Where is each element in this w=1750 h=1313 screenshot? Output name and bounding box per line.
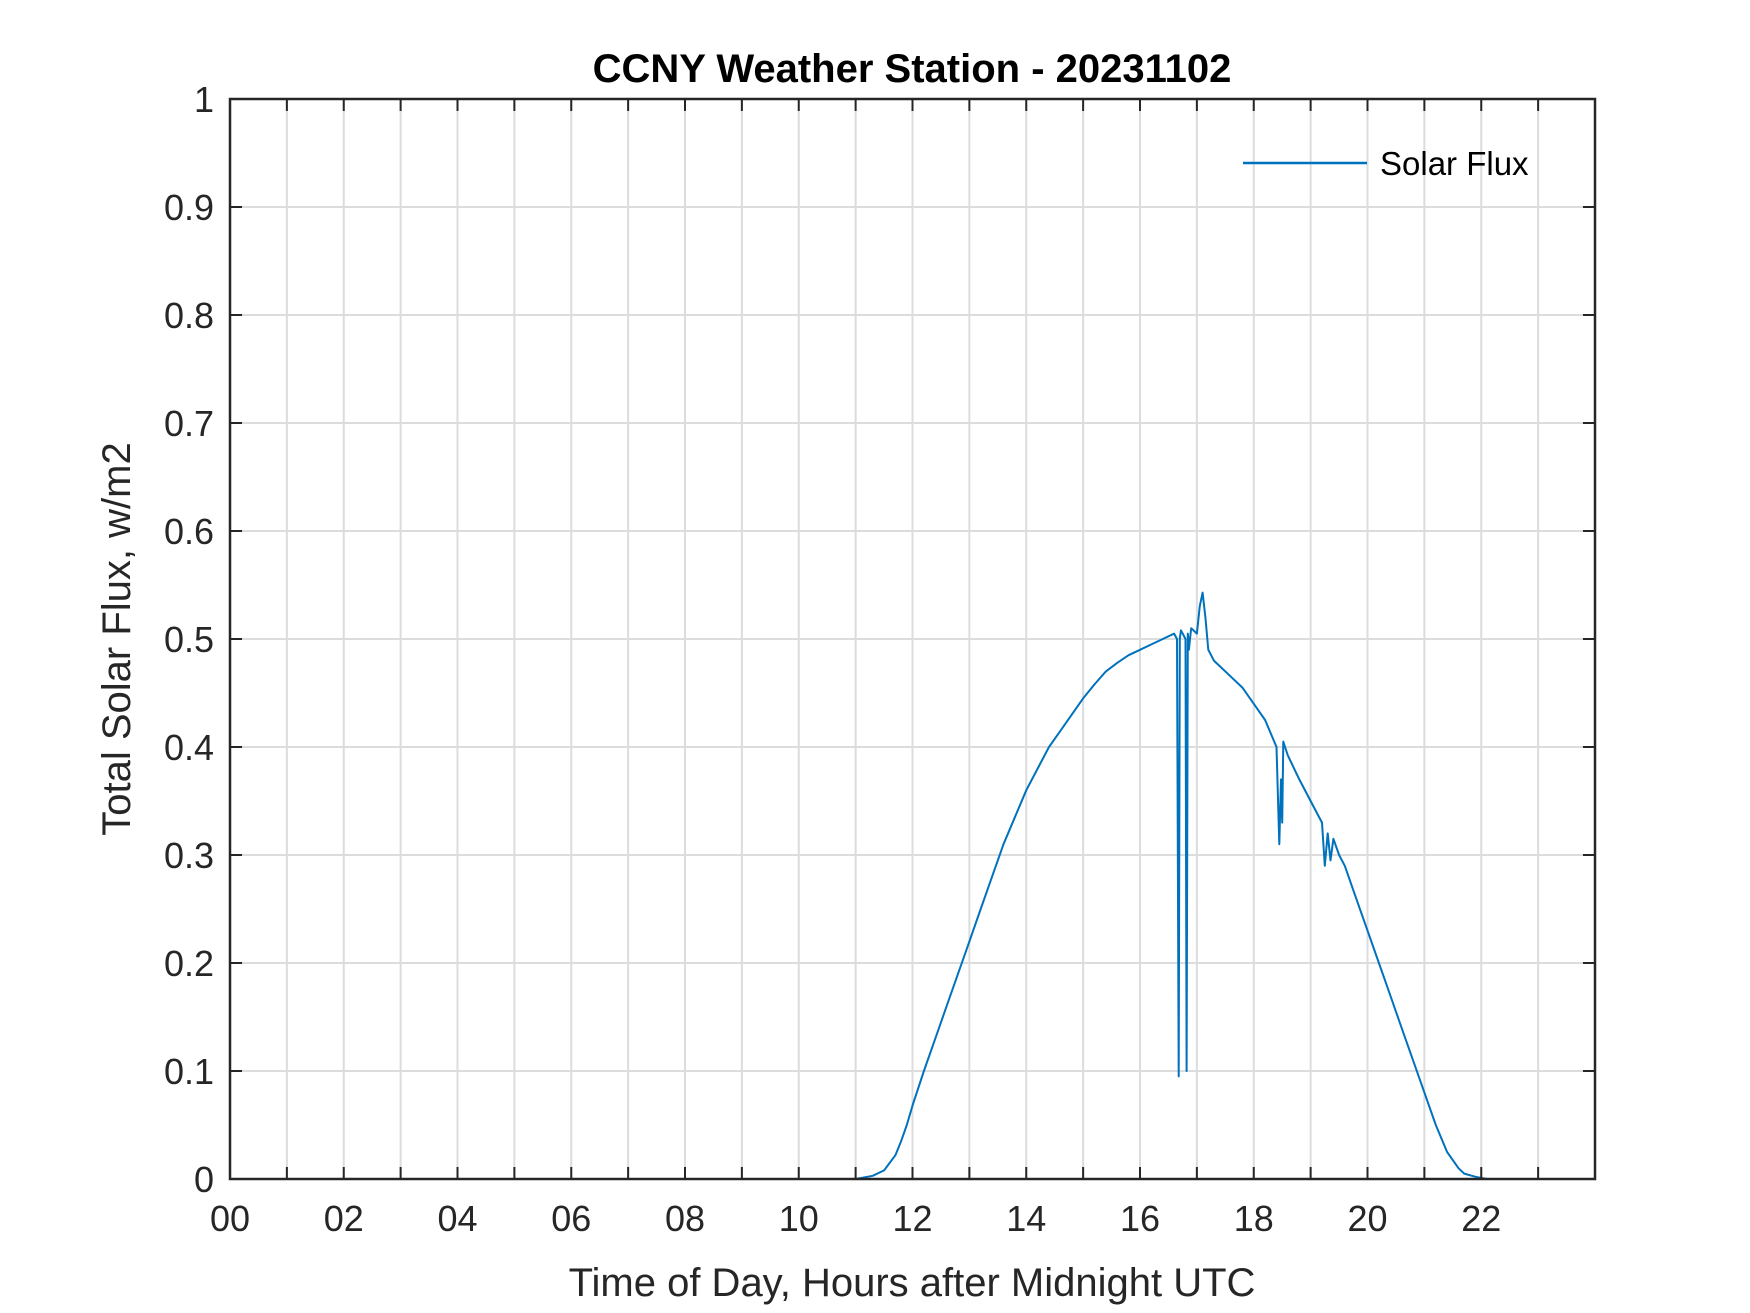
y-axis-label: Total Solar Flux, w/m2 — [95, 442, 139, 835]
x-tick-label: 22 — [1461, 1198, 1501, 1239]
x-tick-label: 12 — [892, 1198, 932, 1239]
y-tick-label: 0.6 — [164, 511, 214, 552]
y-tick-label: 0.2 — [164, 943, 214, 984]
x-tick-label: 10 — [779, 1198, 819, 1239]
y-tick-label: 0.8 — [164, 295, 214, 336]
y-tick-label: 0.5 — [164, 619, 214, 660]
x-tick-label: 00 — [210, 1198, 250, 1239]
x-tick-label: 20 — [1347, 1198, 1387, 1239]
series-line-solar-flux — [230, 591, 1595, 1180]
x-tick-label: 18 — [1234, 1198, 1274, 1239]
tick-marks — [230, 98, 1595, 1180]
legend-label-solar-flux: Solar Flux — [1380, 145, 1529, 182]
y-tick-label: 0.9 — [164, 187, 214, 228]
x-axis-label: Time of Day, Hours after Midnight UTC — [569, 1261, 1256, 1305]
y-tick-labels: 0 0.1 0.2 0.3 0.4 0.5 0.6 0.7 0.8 0.9 1 — [164, 79, 214, 1200]
x-tick-label: 02 — [324, 1198, 364, 1239]
y-tick-label: 0.4 — [164, 727, 214, 768]
y-tick-label: 0.3 — [164, 835, 214, 876]
series-layer — [230, 591, 1595, 1180]
y-tick-label: 0.1 — [164, 1051, 214, 1092]
y-tick-label: 0 — [194, 1159, 214, 1200]
legend: Solar Flux — [1243, 145, 1529, 182]
x-tick-label: 06 — [551, 1198, 591, 1239]
x-tick-labels: 00 02 04 06 08 10 12 14 16 18 20 22 — [210, 1198, 1501, 1239]
x-tick-label: 16 — [1120, 1198, 1160, 1239]
chart-title: CCNY Weather Station - 20231102 — [593, 47, 1232, 91]
y-tick-label: 1 — [194, 79, 214, 120]
grid-lines — [230, 99, 1595, 1179]
x-tick-label: 08 — [665, 1198, 705, 1239]
x-tick-label: 14 — [1006, 1198, 1046, 1239]
y-tick-label: 0.7 — [164, 403, 214, 444]
x-tick-label: 04 — [437, 1198, 477, 1239]
